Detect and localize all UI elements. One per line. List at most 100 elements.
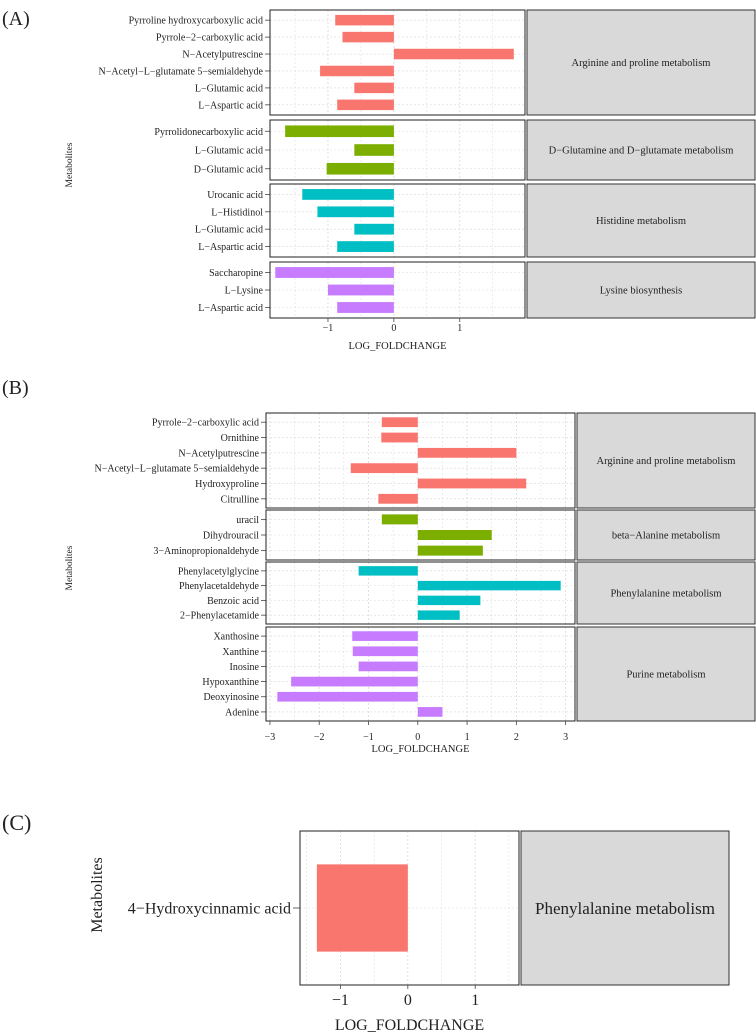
y-axis-title: Metabolites [65, 142, 75, 187]
category-label: Hypoxanthine [202, 677, 259, 688]
x-tick-label: 1 [465, 732, 470, 743]
facet-strip-label: Histidine metabolism [596, 216, 686, 227]
x-tick-label: −2 [314, 732, 325, 743]
x-axis-title: LOG_FOLDCHANGE [349, 341, 447, 352]
bar [417, 610, 460, 620]
facet-strip-label: Phenylalanine metabolism [610, 589, 721, 600]
x-tick-label: 0 [404, 992, 412, 1009]
bar [393, 48, 514, 60]
category-label: Phenylacetaldehyde [179, 581, 260, 592]
category-label: N−Acetyl−L−glutamate 5−semialdehyde [99, 66, 264, 77]
bar [337, 99, 394, 111]
bar [337, 302, 394, 313]
bar [337, 241, 394, 252]
panel-b: (B) Pyrrole−2−carboxylic acid Ornithine N−… [2, 377, 756, 755]
bar [326, 162, 394, 175]
x-tick-label: 1 [471, 992, 479, 1009]
facet-border [269, 183, 526, 258]
bar [320, 65, 394, 77]
facet-strip [576, 626, 756, 722]
bar [358, 566, 418, 576]
bar [354, 223, 394, 235]
category-label: L−Histidinol [211, 207, 263, 218]
bar [358, 661, 418, 672]
category-label: Saccharopine [209, 268, 263, 279]
y-axis-title: Metabolites [65, 545, 75, 590]
bar [381, 417, 418, 428]
x-tick-label: −3 [265, 732, 276, 743]
category-label: 2−Phenylacetamide [180, 611, 260, 622]
category-label: Pyrrole−2−carboxylic acid [156, 33, 263, 44]
x-axis-title: LOG_FOLDCHANGE [335, 1017, 484, 1034]
facet-border [269, 261, 526, 319]
panel-a-label: (A) [2, 8, 30, 30]
panel-c-label: (C) [2, 810, 31, 835]
facet-strip [576, 509, 756, 561]
facet-border [265, 412, 576, 509]
facet-strip-label: Purine metabolism [626, 670, 705, 681]
facet-border [269, 119, 526, 181]
category-label: uracil [236, 515, 259, 526]
category-label: Benzoic acid [207, 596, 259, 607]
panel-a: (A) Pyrroline hydroxycarboxylic acid Pyrr… [2, 8, 756, 352]
x-tick-label: −1 [332, 992, 349, 1009]
bar [381, 514, 418, 525]
x-axis-title: LOG_FOLDCHANGE [372, 744, 470, 755]
bar [417, 447, 517, 458]
category-label: Hydroxyproline [195, 479, 259, 490]
bar [342, 31, 394, 43]
facet-strip [520, 830, 730, 986]
category-label: Pyrrole−2−carboxylic acid [152, 418, 259, 429]
y-axis-title: Metabolites [89, 857, 106, 933]
x-tick-label: −1 [363, 732, 374, 743]
category-label: D−Glutamic acid [194, 164, 263, 175]
x-tick-label: 0 [391, 323, 396, 334]
category-label: Dihydrouracil [203, 531, 259, 542]
bar [335, 14, 394, 26]
category-label: Adenine [225, 707, 259, 718]
bar [417, 478, 527, 489]
category-label: L−Glutamic acid [195, 83, 263, 94]
facet-strip-label: D−Glutamine and D−glutamate metabolism [549, 146, 734, 157]
category-label: 4−Hydroxycinnamic acid [128, 901, 291, 918]
panel-c: (C) 4−Hydroxycinnamic acid Phenylalanine … [2, 810, 730, 1034]
facet-strip-label: Arginine and proline metabolism [572, 58, 711, 69]
bar [352, 646, 418, 657]
facet-border [269, 9, 526, 116]
category-label: L−Glutamic acid [195, 146, 263, 157]
facet-panel [270, 10, 525, 115]
facet-strip [576, 561, 756, 625]
category-label: L−Lysine [225, 286, 264, 297]
category-label: Ornithine [221, 433, 260, 444]
category-label: Citrulline [221, 494, 260, 505]
bar [354, 144, 394, 156]
facet-strip-label: Phenylalanine metabolism [535, 899, 715, 918]
bar [417, 580, 561, 591]
category-label: L−Aspartic acid [198, 303, 263, 314]
x-tick-label: 1 [457, 323, 462, 334]
x-tick-label: 2 [514, 732, 519, 743]
x-tick-label: 3 [563, 732, 568, 743]
category-label: N−Acetylputrescine [178, 448, 259, 459]
category-label: Xanthine [222, 647, 259, 658]
facet-strip-label: Lysine biosynthesis [600, 286, 683, 297]
facet-panel [266, 413, 575, 508]
bar [417, 707, 443, 717]
x-tick-label: 0 [415, 732, 420, 743]
bar [378, 493, 418, 504]
bar [317, 206, 394, 218]
bar [350, 463, 418, 474]
facet-border [265, 626, 576, 722]
bar [291, 676, 418, 687]
bar [381, 432, 418, 443]
bar [316, 864, 408, 952]
facet-panel [266, 627, 575, 721]
facet-border [265, 509, 576, 561]
facet-strip [526, 261, 756, 319]
facet-strip [576, 412, 756, 509]
category-label: N−Acetylputrescine [182, 50, 263, 61]
bar [285, 125, 394, 138]
category-label: Xanthosine [213, 632, 259, 643]
category-label: L−Aspartic acid [198, 100, 263, 111]
facet-strip [526, 119, 756, 181]
